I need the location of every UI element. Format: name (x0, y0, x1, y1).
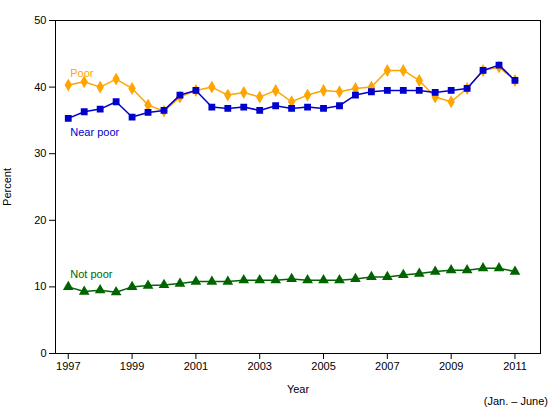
svg-text:1997: 1997 (56, 360, 80, 372)
svg-text:Near poor: Near poor (70, 126, 119, 138)
svg-text:10: 10 (34, 280, 46, 292)
svg-text:Year: Year (287, 383, 310, 395)
svg-text:2003: 2003 (247, 360, 271, 372)
svg-text:20: 20 (34, 214, 46, 226)
svg-text:50: 50 (34, 14, 46, 26)
svg-text:40: 40 (34, 81, 46, 93)
svg-text:2007: 2007 (375, 360, 399, 372)
svg-text:Poor: Poor (70, 67, 94, 79)
svg-text:2011: 2011 (503, 360, 527, 372)
svg-text:Not poor: Not poor (70, 268, 113, 280)
svg-text:2009: 2009 (439, 360, 463, 372)
html-text:(Jan. – June): (Jan. – June) (483, 395, 548, 407)
svg-text:1999: 1999 (120, 360, 144, 372)
svg-text:30: 30 (34, 147, 46, 159)
svg-text:0: 0 (40, 347, 46, 359)
svg-text:Percent: Percent (1, 168, 13, 206)
svg-text:2005: 2005 (311, 360, 335, 372)
svg-text:2001: 2001 (184, 360, 208, 372)
